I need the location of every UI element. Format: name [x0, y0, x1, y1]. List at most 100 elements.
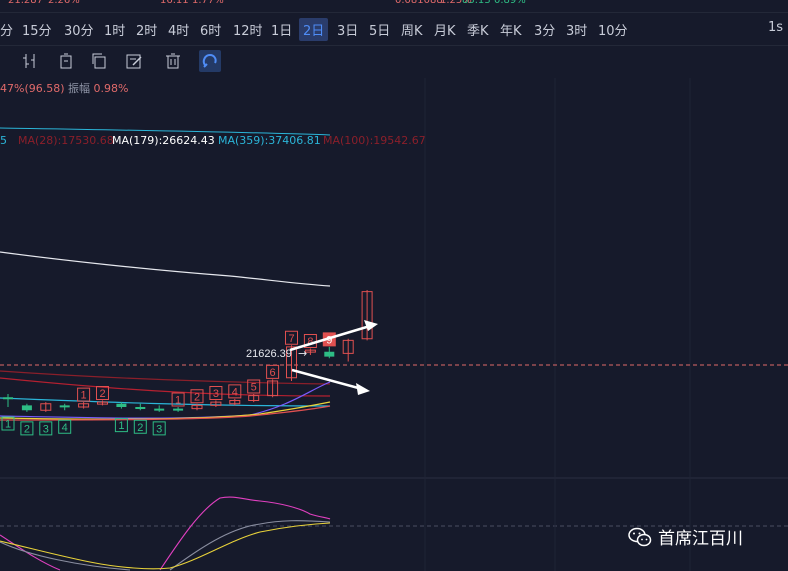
osc-gray-line [0, 520, 331, 571]
candle-body [248, 395, 260, 401]
ticker-value: 16.11 [160, 0, 189, 6]
td-count-label: 2 [99, 388, 105, 400]
ticker-value: 0.89% [494, 0, 526, 6]
candle-body [135, 407, 146, 409]
td-count-label: 1 [81, 390, 87, 402]
candle-body [191, 404, 203, 410]
trash-icon[interactable] [162, 50, 184, 72]
watermark: 首席江百川 [628, 524, 743, 549]
ma-line-cyan-top [0, 127, 331, 136]
td-count-label: 1 [5, 419, 11, 431]
candle-body [78, 403, 90, 408]
td-buy-count: 2 [133, 419, 147, 434]
last-price-arrow: → [298, 347, 307, 360]
timeframe-7[interactable]: 12时 [233, 24, 263, 39]
arrow-up-line [289, 324, 371, 352]
watermark-text: 首席江百川 [658, 529, 743, 549]
candle-body [342, 339, 354, 354]
magnet-icon[interactable] [199, 50, 221, 72]
candle-body [116, 403, 127, 407]
timeframe-11[interactable]: 5日 [369, 24, 391, 39]
timeframe-10[interactable]: 3日 [337, 24, 359, 39]
timeframe-4[interactable]: 2时 [136, 24, 158, 39]
timeframe-0[interactable]: 分 [0, 24, 14, 39]
timeframe-15[interactable]: 年K [500, 24, 522, 39]
last-price-label: 21626.39 [246, 348, 292, 360]
timeframe-17[interactable]: 3时 [566, 24, 588, 39]
timeframe-5[interactable]: 4时 [168, 24, 190, 39]
candle-body [97, 401, 108, 405]
td-count-label: 2 [24, 423, 30, 435]
change-value: 47%(96.58) [0, 82, 65, 95]
ma359-line [0, 397, 331, 407]
td-buy-count: 2 [20, 421, 34, 436]
td-count-label: 1 [175, 395, 181, 407]
timeframe-18[interactable]: 10分 [598, 24, 628, 39]
candles-group [3, 290, 373, 412]
arrow-up-head [364, 320, 378, 331]
td-count-label: 1 [118, 420, 124, 432]
td-sell-count: 6 [266, 364, 280, 379]
candle-stats: 47%(96.58) 振幅 0.98% [0, 80, 128, 96]
ticker-value: 1.77% [192, 0, 224, 6]
ma-label-4: MA(100):19542.67 [323, 134, 426, 147]
td-count-label: 7 [288, 333, 294, 345]
td-sell-count: 2 [96, 386, 109, 400]
timeframe-19[interactable]: 1s [768, 20, 784, 35]
td-sell-count: 7 [285, 330, 298, 345]
td-buy-count: 4 [58, 419, 72, 434]
timeframe-3[interactable]: 1时 [104, 24, 126, 39]
candle-body [361, 291, 373, 340]
td-count-label: 2 [194, 391, 200, 403]
edit-icon[interactable] [123, 50, 145, 72]
td-sell-count: 5 [247, 379, 261, 394]
timeframe-8[interactable]: 1日 [271, 24, 293, 39]
candle-body [21, 405, 32, 411]
ticker-value: 0.081088 [395, 0, 443, 6]
candle-body [173, 408, 184, 411]
candle-body [154, 408, 165, 411]
ma-label-1: MA(28):17530.68 [18, 134, 114, 147]
candle-body [40, 403, 52, 411]
candle-body [324, 351, 335, 357]
timeframe-14[interactable]: 季K [467, 24, 489, 39]
ma28-line [0, 377, 331, 397]
td-sequence-group: 1 2 3 4 1 2 31 21 2 3 4 567 8 9 [1, 330, 336, 436]
candle-body [229, 400, 241, 405]
ma-label-0: 5 [0, 134, 7, 147]
ticker-value: 2.26% [48, 0, 80, 6]
td-sell-count: 1 [77, 387, 91, 402]
timeframe-12[interactable]: 周K [401, 24, 423, 39]
osc-yellow-line [0, 522, 331, 570]
ma-label-3: MA(359):37406.81 [218, 134, 321, 147]
td-count-label: 3 [156, 423, 162, 435]
timeframe-1[interactable]: 15分 [22, 24, 52, 39]
candle-body [286, 346, 297, 379]
battery-icon[interactable] [55, 50, 77, 72]
timeframe-9[interactable]: 2日 [299, 18, 329, 41]
candle-body [59, 405, 70, 408]
timeframe-13[interactable]: 月K [434, 24, 456, 39]
td-count-label: 2 [137, 422, 143, 434]
td-buy-count: 3 [152, 421, 166, 436]
timeframe-16[interactable]: 3分 [534, 24, 556, 39]
copy-icon[interactable] [88, 50, 110, 72]
td-count-label: 5 [251, 382, 257, 394]
arrow-down-line [291, 368, 363, 391]
td-sell-count: 3 [209, 386, 223, 400]
drawing-toolbar [0, 50, 240, 72]
projection-arrows [289, 320, 378, 395]
td-count-label: 4 [62, 422, 68, 434]
wechat-icon [628, 527, 652, 546]
ma179-line [0, 251, 331, 287]
td-sell-count: 1 [171, 392, 185, 407]
ma-label-2: MA(179):26624.43 [112, 134, 215, 147]
bars-icon[interactable] [19, 50, 41, 72]
ticker-value: 1.25% [440, 0, 472, 6]
timeframe-6[interactable]: 6时 [200, 24, 222, 39]
grid-lines [0, 78, 788, 571]
timeframe-2[interactable]: 30分 [64, 24, 94, 39]
candle-body [304, 349, 316, 353]
td-buy-count: 1 [114, 418, 128, 433]
